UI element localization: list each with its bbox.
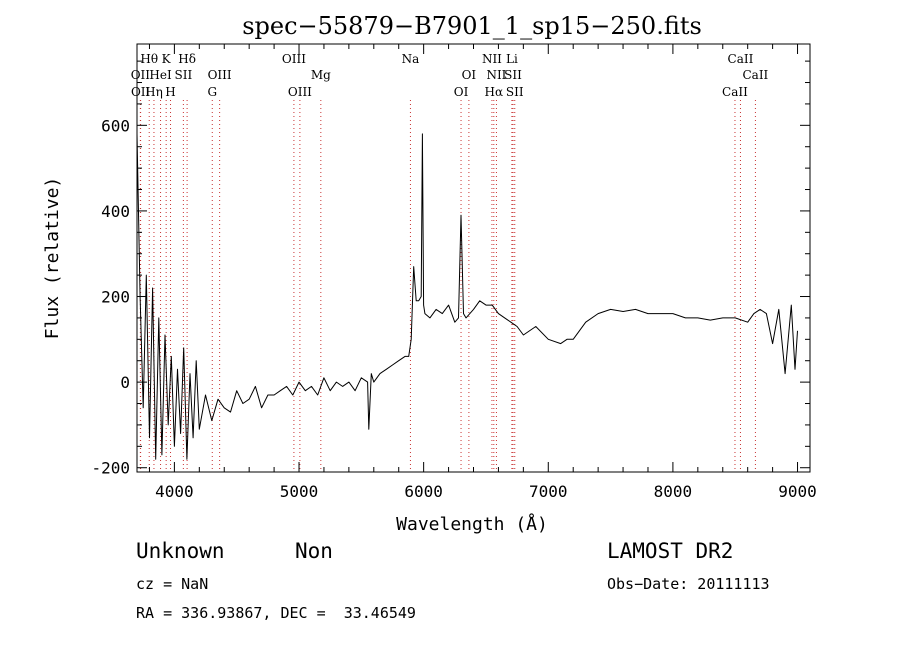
spectral-line-label: OI xyxy=(454,85,469,99)
coordinates: RA = 336.93867, DEC = 33.46549 xyxy=(136,604,416,622)
spectral-line-label: HeI xyxy=(149,68,172,82)
spectral-line-label: NII xyxy=(486,68,506,82)
spectral-line-label: NII xyxy=(482,52,502,66)
spectral-line-label: OIII xyxy=(282,52,306,66)
observation-date: Obs−Date: 20111113 xyxy=(607,575,770,593)
x-axis-label: Wavelength (Å) xyxy=(396,513,548,535)
object-class: Unknown xyxy=(136,539,225,563)
spectral-line-label: Na xyxy=(402,52,420,66)
x-tick-label: 7000 xyxy=(529,482,568,501)
x-tick-label: 5000 xyxy=(280,482,319,501)
spectral-line-label: H xyxy=(165,85,175,99)
x-tick-label: 9000 xyxy=(778,482,817,501)
chart-title: spec−55879−B7901_1_sp15−250.fits xyxy=(242,12,702,40)
y-tick-label: 0 xyxy=(120,373,130,392)
plot-frame xyxy=(136,43,811,473)
spectral-line-label: Hα xyxy=(485,85,504,99)
spectral-line-label: Hδ xyxy=(178,52,196,66)
x-tick-label: 6000 xyxy=(404,482,443,501)
spectral-line-label: SII xyxy=(506,85,524,99)
spectral-line-markers xyxy=(139,100,756,472)
x-tick-label: 8000 xyxy=(654,482,693,501)
spectral-line-label: Li xyxy=(506,52,518,66)
y-axis: -200 0 200 400 600 xyxy=(91,60,810,478)
spectral-line-label: SII xyxy=(175,68,193,82)
spectral-line-label: G xyxy=(207,85,217,99)
spectral-line-label: OII xyxy=(131,85,151,99)
spectral-line-label: OI xyxy=(462,68,477,82)
spectral-line-label: SII xyxy=(504,68,522,82)
spectral-line-label: Hη xyxy=(145,85,163,99)
y-tick-label: 600 xyxy=(101,116,130,135)
spectral-line-label: CaII xyxy=(742,68,768,82)
y-axis-label: Flux (relative) xyxy=(42,177,63,340)
x-tick-label: 4000 xyxy=(155,482,194,501)
object-subclass: Non xyxy=(295,539,333,563)
spectral-line-label: CaII xyxy=(728,52,754,66)
y-tick-label: -200 xyxy=(91,459,130,478)
spectral-line-label: OII xyxy=(131,68,151,82)
y-tick-label: 200 xyxy=(101,288,130,307)
y-tick-label: 400 xyxy=(101,202,130,221)
spectral-line-label: CaII xyxy=(722,85,748,99)
spectral-line-label: OIII xyxy=(208,68,232,82)
spectral-line-label: OIII xyxy=(288,85,312,99)
x-axis: 4000 5000 6000 7000 8000 9000 xyxy=(148,44,817,501)
survey-name: LAMOST DR2 xyxy=(607,539,734,563)
spectrum-line xyxy=(136,133,798,460)
spectral-line-label: Hθ xyxy=(140,52,158,66)
redshift-value: cz = NaN xyxy=(136,575,209,593)
spectral-line-label: Mg xyxy=(311,68,331,82)
spectral-line-label: K xyxy=(162,52,172,66)
